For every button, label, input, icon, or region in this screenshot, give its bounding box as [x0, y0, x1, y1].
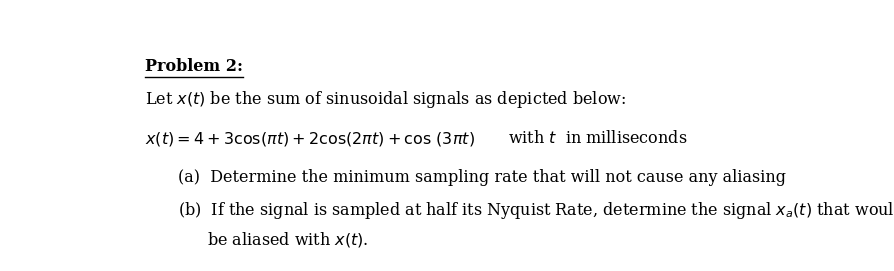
- Text: be aliased with $x(t)$.: be aliased with $x(t)$.: [207, 230, 369, 249]
- Text: $x(t) = 4 + 3\cos(\pi t) + 2\cos(2\pi t) + \cos\,(3\pi t)$: $x(t) = 4 + 3\cos(\pi t) + 2\cos(2\pi t)…: [145, 130, 475, 147]
- Text: Problem 2:: Problem 2:: [145, 57, 243, 75]
- Text: (b)  If the signal is sampled at half its Nyquist Rate, determine the signal $x_: (b) If the signal is sampled at half its…: [178, 201, 894, 221]
- Text: Let $x(t)$ be the sum of sinusoidal signals as depicted below:: Let $x(t)$ be the sum of sinusoidal sign…: [145, 89, 626, 110]
- Text: (a)  Determine the minimum sampling rate that will not cause any aliasing: (a) Determine the minimum sampling rate …: [178, 169, 786, 186]
- Text: with $t$  in milliseconds: with $t$ in milliseconds: [508, 130, 687, 147]
